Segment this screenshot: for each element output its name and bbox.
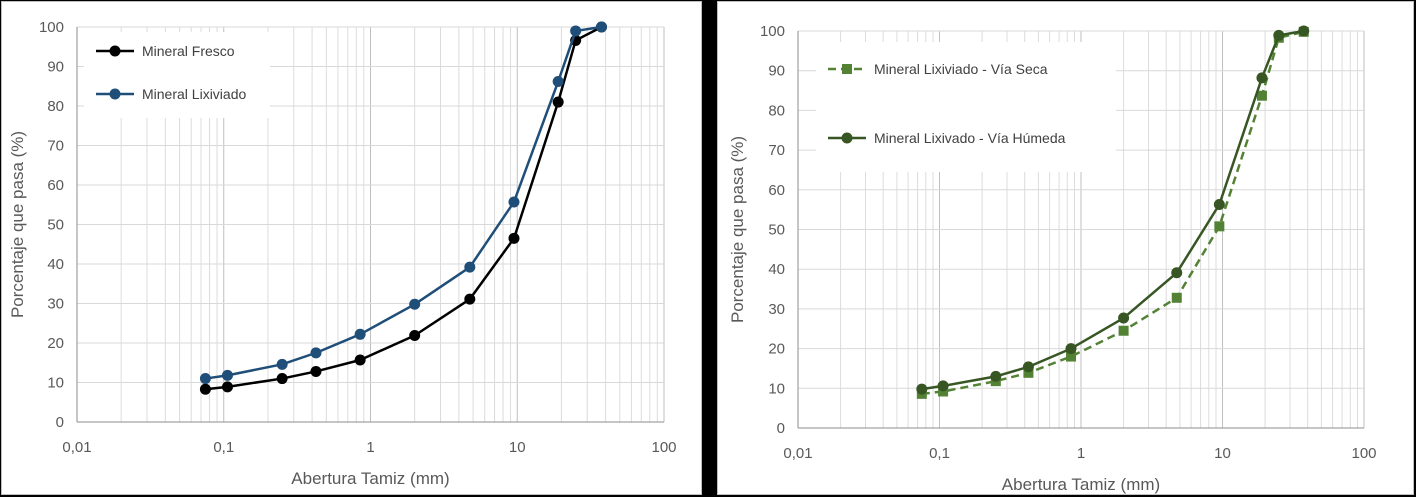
- y-tick-label: 80: [768, 102, 785, 119]
- data-point: [1213, 198, 1225, 210]
- data-point: [937, 380, 949, 392]
- data-point: [409, 298, 421, 310]
- data-point: [552, 76, 564, 88]
- y-tick-label: 100: [39, 19, 64, 36]
- y-tick-label: 50: [47, 217, 64, 234]
- data-point: [570, 25, 582, 37]
- y-axis-title: Porcentaje que pasa (%): [8, 131, 27, 318]
- data-point: [508, 196, 520, 208]
- x-tick-label: 0,01: [783, 445, 812, 462]
- y-tick-label: 40: [768, 261, 785, 278]
- data-point: [1065, 343, 1077, 355]
- x-axis-title: Abertura Tamiz (mm): [1002, 475, 1160, 494]
- y-tick-label: 60: [768, 182, 785, 199]
- y-tick-label: 0: [777, 420, 785, 437]
- data-point: [276, 373, 288, 385]
- y-tick-label: 70: [47, 138, 64, 155]
- data-point: [221, 369, 233, 381]
- legend-marker: [109, 88, 121, 100]
- y-tick-label: 10: [47, 375, 64, 392]
- data-point: [1118, 325, 1129, 336]
- data-point: [464, 261, 476, 273]
- y-tick-label: 20: [47, 335, 64, 352]
- data-point: [199, 373, 211, 385]
- data-point: [552, 96, 564, 108]
- data-point: [1171, 292, 1182, 303]
- data-point: [310, 347, 322, 359]
- legend-label: Mineral Lixiviado - Vía Seca: [874, 61, 1048, 77]
- x-tick-label: 10: [1214, 445, 1231, 462]
- legend-label: Mineral Lixivado - Vía Húmeda: [874, 130, 1066, 146]
- data-point: [938, 386, 949, 397]
- x-tick-label: 1: [1077, 445, 1085, 462]
- legend-marker: [109, 45, 121, 57]
- data-point: [310, 365, 322, 377]
- legend-label: Mineral Lixiviado: [142, 86, 246, 102]
- y-tick-label: 40: [47, 256, 64, 273]
- grading-curve-chart-left: 0 10 20 30 40 50 60 70 80 90 100 0,01 0,1 1 10 100 Abert…: [8, 19, 677, 488]
- data-point: [1273, 29, 1285, 41]
- x-tick-label: 10: [509, 439, 526, 456]
- data-point: [221, 381, 233, 393]
- y-tick-label: 20: [768, 341, 785, 358]
- y-tick-label: 90: [47, 59, 64, 76]
- y-tick-label: 100: [760, 23, 785, 40]
- chart-panel-right: 0 10 20 30 40 50 60 70 80 90 100 0,01 0,1 1 10 100 Abert…: [717, 1, 1414, 495]
- y-tick-label: 0: [56, 414, 64, 431]
- chart-panel-left: 0 10 20 30 40 50 60 70 80 90 100 0,01 0,1 1 10 100 Abert…: [1, 1, 702, 495]
- y-tick-label: 60: [47, 177, 64, 194]
- data-point: [1022, 361, 1034, 373]
- data-point: [1256, 72, 1268, 84]
- y-axis-title: Porcentaje que pasa (%): [728, 136, 747, 323]
- data-point: [354, 354, 366, 366]
- x-tick-label: 100: [1351, 445, 1376, 462]
- x-tick-label: 100: [651, 439, 676, 456]
- data-point: [464, 293, 476, 305]
- y-tick-label: 70: [768, 142, 785, 159]
- y-tick-label: 50: [768, 222, 785, 239]
- data-point: [1298, 25, 1310, 37]
- x-tick-label: 0,1: [929, 445, 950, 462]
- data-point: [199, 383, 211, 395]
- x-tick-label: 1: [366, 439, 374, 456]
- data-point: [1118, 312, 1130, 324]
- data-point: [1171, 267, 1183, 279]
- x-axis-title: Abertura Tamiz (mm): [291, 469, 449, 488]
- y-tick-label: 30: [47, 296, 64, 313]
- data-point: [1023, 367, 1034, 378]
- grading-curve-chart-right: 0 10 20 30 40 50 60 70 80 90 100 0,01 0,1 1 10 100 Abert…: [728, 23, 1377, 494]
- y-tick-label: 80: [47, 98, 64, 115]
- data-point: [595, 21, 607, 33]
- data-point: [508, 232, 520, 244]
- y-tick-label: 30: [768, 301, 785, 318]
- legend-box: [816, 42, 1116, 172]
- data-point: [276, 358, 288, 370]
- y-tick-label: 90: [768, 63, 785, 80]
- data-point: [354, 328, 366, 340]
- data-point: [1214, 221, 1225, 232]
- data-point: [1066, 351, 1077, 362]
- x-tick-label: 0,1: [213, 439, 234, 456]
- data-point: [990, 370, 1002, 382]
- data-point: [409, 329, 421, 341]
- legend-label: Mineral Fresco: [142, 43, 235, 59]
- data-point: [1256, 90, 1267, 101]
- x-tick-label: 0,01: [62, 439, 91, 456]
- legend-marker: [842, 64, 852, 74]
- y-tick-label: 10: [768, 380, 785, 397]
- data-point: [916, 383, 928, 395]
- legend-marker: [841, 132, 853, 144]
